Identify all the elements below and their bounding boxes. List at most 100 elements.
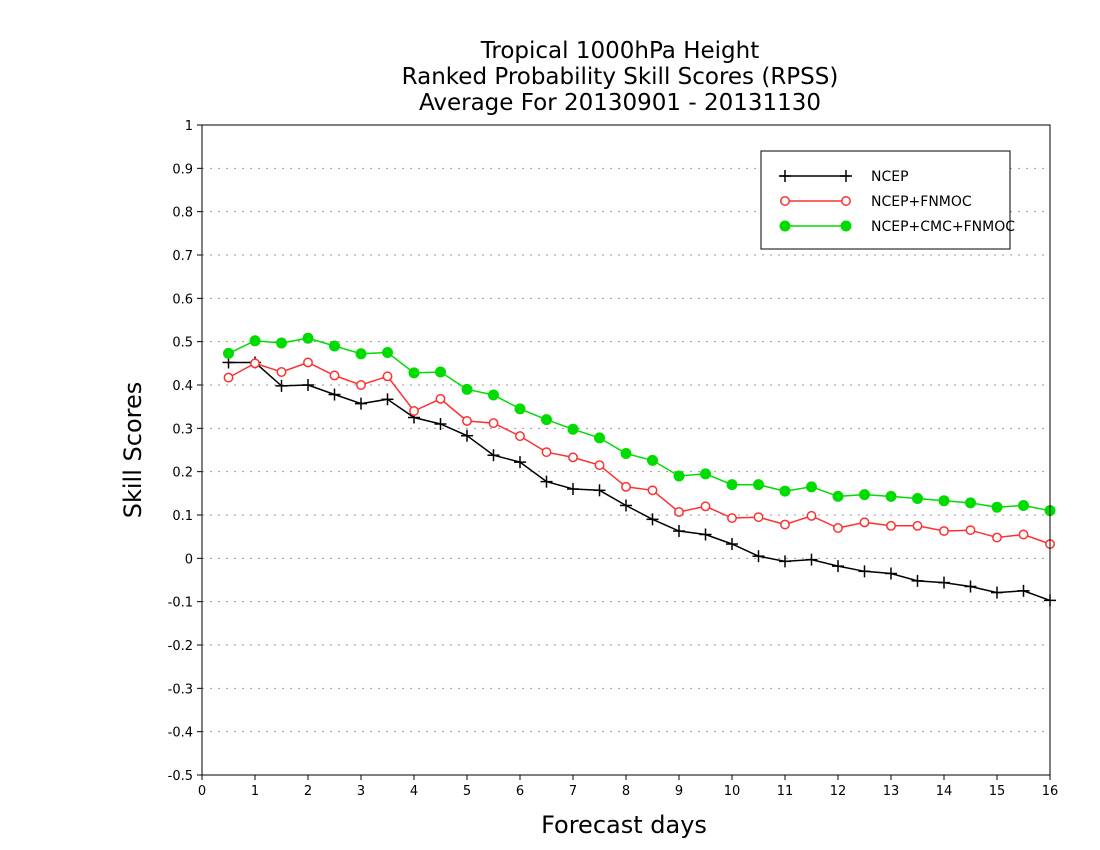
data-point bbox=[488, 389, 499, 401]
data-point bbox=[673, 525, 685, 538]
data-point bbox=[408, 367, 420, 379]
y-tick-label: 0.4 bbox=[172, 379, 193, 394]
data-point bbox=[912, 493, 923, 505]
data-point bbox=[911, 574, 924, 587]
data-point bbox=[939, 526, 949, 536]
data-point bbox=[302, 332, 314, 344]
data-point bbox=[435, 393, 446, 404]
data-point bbox=[700, 501, 711, 512]
data-point bbox=[276, 367, 287, 377]
x-tick-label: 6 bbox=[516, 784, 524, 799]
data-point bbox=[329, 370, 340, 381]
data-point bbox=[514, 403, 526, 415]
data-point bbox=[434, 418, 447, 430]
y-tick-label: -0.1 bbox=[168, 596, 193, 611]
data-point bbox=[1018, 529, 1029, 540]
data-point bbox=[779, 555, 791, 568]
data-point bbox=[859, 489, 870, 501]
data-point bbox=[647, 454, 658, 466]
data-point bbox=[541, 414, 552, 426]
y-tick-label: 0.8 bbox=[172, 206, 193, 221]
y-tick-label: -0.3 bbox=[168, 682, 193, 697]
data-point bbox=[488, 418, 499, 429]
y-tick-label: 1 bbox=[185, 119, 193, 134]
y-tick-label: 0.6 bbox=[172, 292, 193, 307]
data-point bbox=[329, 340, 340, 352]
series-line bbox=[228, 361, 1051, 545]
data-point bbox=[753, 512, 764, 523]
data-point bbox=[275, 379, 288, 392]
data-point bbox=[727, 513, 737, 523]
data-point bbox=[461, 429, 473, 442]
series-line bbox=[228, 337, 1051, 512]
data-point bbox=[726, 479, 738, 491]
data-point bbox=[700, 468, 711, 480]
legend-label: NCEP+CMC+FNMOC bbox=[871, 219, 1015, 235]
data-point bbox=[832, 560, 844, 573]
x-tick-label: 8 bbox=[622, 784, 630, 799]
data-point bbox=[514, 456, 526, 469]
x-tick-label: 9 bbox=[675, 784, 683, 799]
data-point bbox=[885, 567, 897, 580]
data-point bbox=[567, 483, 579, 495]
data-point bbox=[355, 397, 367, 410]
data-point bbox=[381, 393, 394, 406]
data-point bbox=[541, 447, 552, 458]
legend-box bbox=[760, 150, 1011, 250]
y-tick-label: 0.3 bbox=[172, 422, 193, 437]
data-point bbox=[461, 383, 473, 395]
legend-marker bbox=[841, 196, 851, 206]
y-axis-label: Skill Scores bbox=[119, 382, 147, 519]
data-point bbox=[462, 416, 472, 426]
x-tick-label: 10 bbox=[724, 784, 741, 799]
chart-title-line-2: Ranked Probability Skill Scores (RPSS) bbox=[402, 64, 839, 90]
legend-label: NCEP+FNMOC bbox=[871, 194, 972, 210]
data-point bbox=[780, 519, 790, 530]
data-point bbox=[250, 358, 260, 369]
data-point bbox=[487, 449, 500, 462]
data-point bbox=[674, 507, 684, 517]
data-point bbox=[223, 347, 234, 359]
data-point bbox=[621, 481, 631, 492]
data-point bbox=[885, 490, 897, 502]
data-point bbox=[647, 485, 658, 496]
legend-marker bbox=[840, 220, 852, 232]
x-tick-label: 16 bbox=[1042, 784, 1059, 799]
data-point bbox=[302, 379, 314, 391]
x-tick-label: 11 bbox=[777, 784, 794, 799]
data-point bbox=[992, 532, 1002, 543]
data-point bbox=[620, 447, 632, 459]
chart-title-line-1: Tropical 1000hPa Height bbox=[480, 38, 760, 64]
data-point bbox=[620, 499, 632, 512]
data-point bbox=[832, 490, 844, 502]
series-layer bbox=[222, 332, 1056, 607]
y-tick-label: -0.4 bbox=[168, 726, 193, 741]
series-2 bbox=[223, 332, 1056, 517]
data-point bbox=[567, 423, 579, 435]
data-point bbox=[594, 460, 605, 471]
legend-marker bbox=[840, 170, 852, 182]
x-tick-label: 12 bbox=[830, 784, 847, 799]
x-axis-label: Forecast days bbox=[541, 811, 707, 839]
y-tick-label: 0.7 bbox=[172, 249, 193, 264]
data-point bbox=[726, 538, 738, 551]
data-point bbox=[805, 553, 818, 566]
data-point bbox=[938, 576, 950, 589]
data-point bbox=[356, 380, 366, 390]
data-point bbox=[646, 513, 659, 526]
data-point bbox=[779, 485, 791, 497]
data-point bbox=[223, 372, 234, 383]
y-tick-label: -0.2 bbox=[168, 639, 193, 654]
data-point bbox=[806, 510, 817, 521]
plot-frame bbox=[201, 124, 1051, 776]
data-point bbox=[355, 348, 367, 360]
data-point bbox=[249, 335, 261, 347]
y-tick-label: 0.5 bbox=[172, 336, 193, 351]
data-point bbox=[382, 371, 393, 382]
data-point bbox=[965, 525, 976, 536]
series-line bbox=[228, 361, 1051, 602]
data-point bbox=[858, 565, 871, 578]
x-tick-label: 1 bbox=[251, 784, 259, 799]
axis-ticks: -0.5 -0.4 -0.3 -0.2 -0.1 0 0.1 0.2 0.3 0.4 0.5 0.6 0… bbox=[168, 119, 1059, 799]
